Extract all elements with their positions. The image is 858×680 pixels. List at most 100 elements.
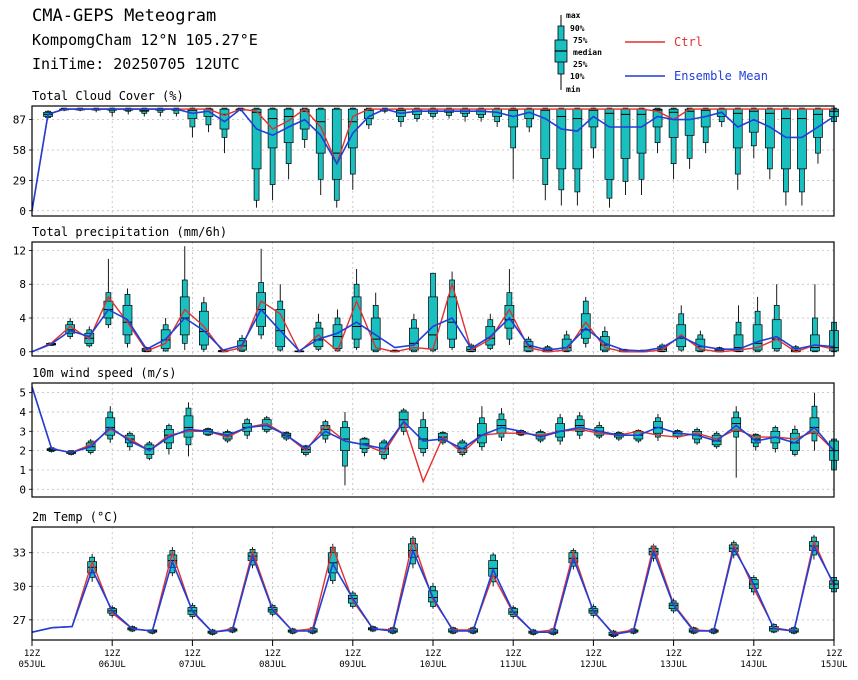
- ytick-label: 3: [19, 425, 26, 438]
- boxplot: [561, 330, 572, 353]
- boxplot: [409, 313, 419, 353]
- boxplot-inner: [283, 108, 294, 144]
- boxplot: [496, 408, 507, 441]
- boxplot: [477, 406, 487, 451]
- xtick-label-hour: 12Z: [425, 649, 442, 659]
- ytick-label: 4: [19, 406, 26, 419]
- ctrl-line: [31, 386, 835, 484]
- boxplot: [810, 284, 820, 353]
- ctrl-line: [31, 108, 834, 211]
- legend-label-10: 10%: [570, 72, 585, 81]
- ytick-label: 12: [13, 244, 26, 257]
- xtick-label-date: 11JUL: [500, 660, 527, 670]
- boxplot-inner: [813, 108, 823, 138]
- boxplot: [370, 292, 381, 353]
- boxplot-outer: [510, 107, 517, 149]
- ytick-label: 4: [19, 312, 26, 325]
- xtick-label-date: 15JUL: [820, 660, 847, 670]
- legend-label-90: 90%: [570, 24, 585, 33]
- legend-label-25: 25%: [573, 60, 588, 69]
- boxplot: [733, 305, 744, 353]
- xtick-label-hour: 12Z: [264, 649, 281, 659]
- init-time-label: IniTime: 20250705 12UTC: [32, 55, 240, 73]
- boxplot-inner: [810, 334, 820, 352]
- page-title: CMA-GEPS Meteogram: [32, 6, 217, 26]
- legend-label-median: median: [573, 47, 602, 57]
- boxplot: [256, 248, 266, 340]
- xtick-label-date: 05JUL: [18, 660, 45, 670]
- panel-1: Total precipitation (mm/6h) 0 4 8 12: [13, 225, 839, 359]
- boxplot: [485, 313, 496, 351]
- xtick-label-date: 09JUL: [339, 660, 366, 670]
- boxplot: [771, 284, 782, 352]
- boxplot: [809, 392, 820, 451]
- ytick-label: 5: [19, 387, 26, 400]
- xtick-label-hour: 12Z: [24, 649, 41, 659]
- legend-mean-label: Ensemble Mean: [674, 69, 768, 83]
- legend: max 90% 75% median 25% 10% min Ctrl Ense…: [554, 11, 768, 94]
- boxplot-inner: [183, 415, 194, 438]
- ytick-label: 0: [19, 346, 26, 359]
- boxplot: [315, 107, 326, 196]
- boxplot-inner: [428, 296, 438, 350]
- xtick-label-hour: 12Z: [746, 649, 763, 659]
- boxplot-inner: [556, 108, 567, 170]
- boxplot-inner: [733, 334, 744, 352]
- boxplot: [347, 107, 358, 190]
- boxplot: [797, 107, 807, 206]
- boxplot: [428, 272, 438, 352]
- boxplot: [684, 107, 695, 169]
- xtick-label-hour: 12Z: [505, 649, 522, 659]
- panel-0: Total Cloud Cover (%) 0 29 58 87: [13, 89, 839, 218]
- boxplot: [351, 269, 362, 351]
- boxplot-inner: [809, 417, 820, 434]
- boxplot: [555, 413, 565, 445]
- boxplot: [396, 107, 406, 127]
- boxplot-inner: [418, 427, 429, 450]
- boxplot: [504, 269, 515, 346]
- mean-line: [31, 543, 835, 636]
- boxplot-inner: [771, 319, 782, 349]
- boxplot: [752, 296, 763, 353]
- boxplot-outer: [173, 107, 180, 114]
- boxplot-outer: [590, 107, 597, 149]
- ytick-label: 58: [13, 144, 26, 157]
- boxplot: [813, 107, 823, 164]
- boxplot: [764, 107, 775, 180]
- ytick-label: 87: [13, 114, 26, 127]
- ytick-label: 1: [19, 464, 26, 477]
- boxplot: [604, 107, 615, 208]
- boxplot: [418, 411, 429, 457]
- boxplot: [508, 107, 519, 180]
- panel-frame: [31, 105, 835, 217]
- boxplot-inner: [409, 327, 419, 351]
- mean-line: [31, 308, 835, 353]
- xtick-label-date: 06JUL: [99, 660, 126, 670]
- ytick-label: 30: [13, 580, 26, 593]
- ytick-label: 0: [19, 205, 26, 218]
- ytick-label: 0: [19, 483, 26, 496]
- boxplot: [636, 107, 647, 196]
- legend-ctrl-label: Ctrl: [674, 35, 703, 49]
- boxplot: [748, 107, 759, 159]
- boxplot: [251, 107, 262, 208]
- legend-label-75: 75%: [573, 36, 588, 45]
- boxplot: [340, 411, 350, 486]
- xtick-label-date: 12JUL: [580, 660, 607, 670]
- boxplot: [267, 107, 278, 201]
- ytick-label: 29: [13, 174, 26, 187]
- xtick-label-hour: 12Z: [585, 649, 602, 659]
- xtick-label-hour: 12Z: [826, 649, 843, 659]
- legend-label-min: min: [566, 84, 581, 94]
- boxplot-inner: [331, 108, 342, 180]
- boxplot: [492, 107, 503, 127]
- xtick-label-hour: 12Z: [104, 649, 121, 659]
- boxplot-inner: [620, 108, 631, 159]
- boxplot: [652, 107, 663, 154]
- boxplot-inner: [496, 419, 507, 434]
- legend-box-icon: [554, 15, 568, 90]
- xtick-label-hour: 12Z: [665, 649, 682, 659]
- ytick-label: 2: [19, 445, 26, 458]
- boxplot: [770, 425, 781, 453]
- location-label: KompomgCham 12°N 105.27°E: [32, 31, 258, 49]
